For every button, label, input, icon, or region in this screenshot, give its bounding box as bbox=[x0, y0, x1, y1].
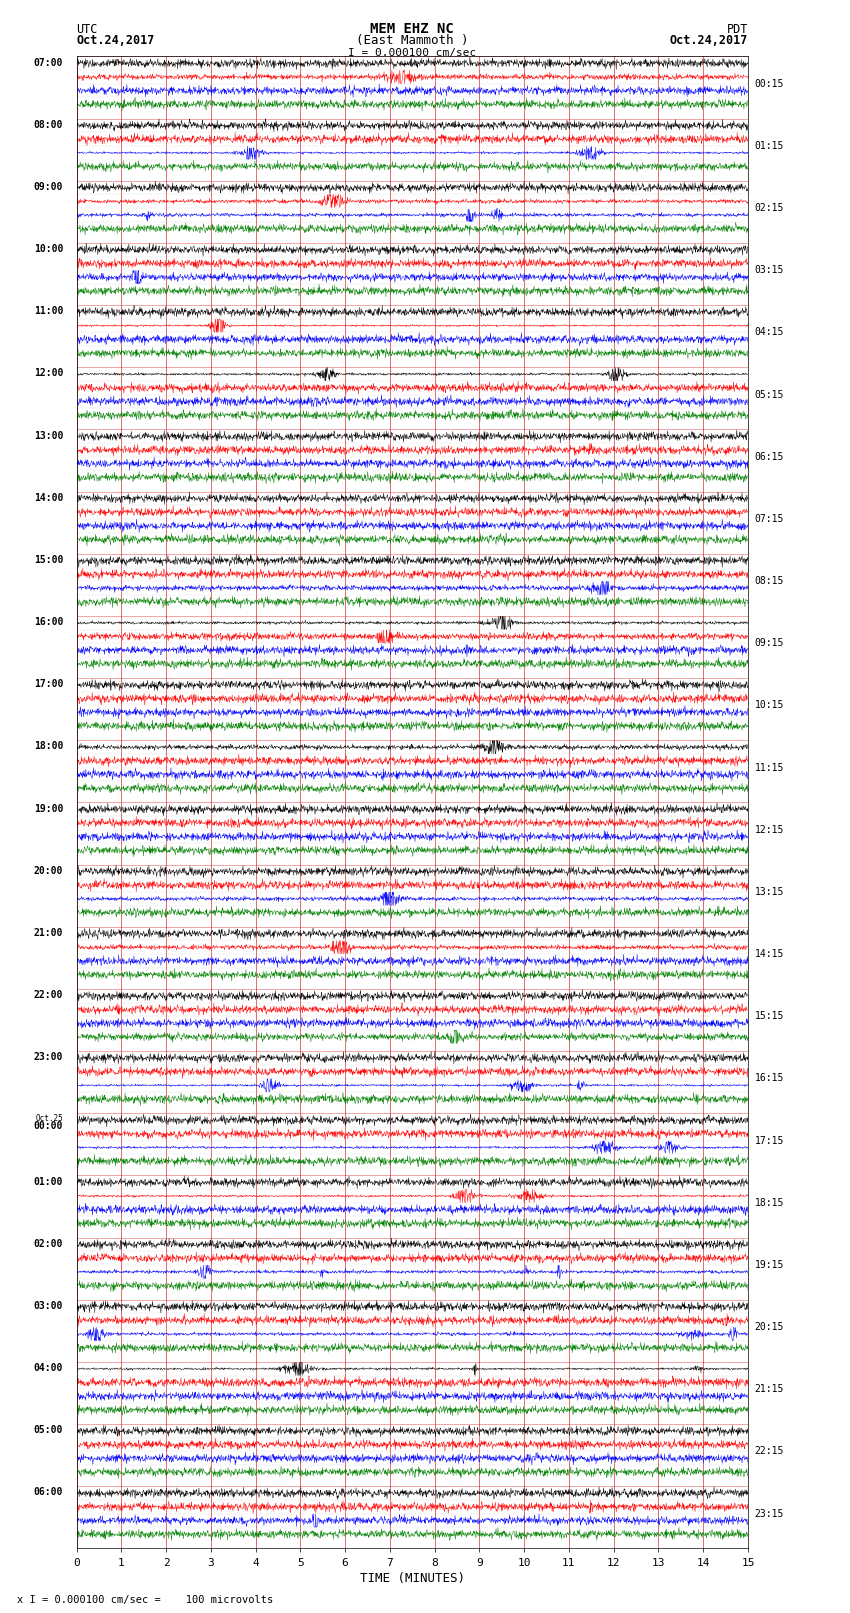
Text: I = 0.000100 cm/sec: I = 0.000100 cm/sec bbox=[348, 48, 476, 58]
Text: 00:00: 00:00 bbox=[34, 1121, 63, 1131]
Text: 21:00: 21:00 bbox=[34, 927, 63, 937]
Text: 09:15: 09:15 bbox=[755, 639, 784, 648]
Text: 11:00: 11:00 bbox=[34, 306, 63, 316]
Text: 17:15: 17:15 bbox=[755, 1136, 784, 1145]
Text: 04:15: 04:15 bbox=[755, 327, 784, 337]
Text: 11:15: 11:15 bbox=[755, 763, 784, 773]
Text: 23:15: 23:15 bbox=[755, 1508, 784, 1518]
Text: UTC: UTC bbox=[76, 23, 98, 37]
Text: PDT: PDT bbox=[727, 23, 748, 37]
Text: 05:15: 05:15 bbox=[755, 390, 784, 400]
Text: 08:00: 08:00 bbox=[34, 119, 63, 129]
Text: Oct.25: Oct.25 bbox=[36, 1115, 63, 1123]
Text: 13:15: 13:15 bbox=[755, 887, 784, 897]
Text: 16:15: 16:15 bbox=[755, 1074, 784, 1084]
Text: 12:00: 12:00 bbox=[34, 368, 63, 379]
X-axis label: TIME (MINUTES): TIME (MINUTES) bbox=[360, 1571, 465, 1584]
Text: 00:15: 00:15 bbox=[755, 79, 784, 89]
Text: x I = 0.000100 cm/sec =    100 microvolts: x I = 0.000100 cm/sec = 100 microvolts bbox=[17, 1595, 273, 1605]
Text: 10:00: 10:00 bbox=[34, 244, 63, 255]
Text: Oct.24,2017: Oct.24,2017 bbox=[76, 34, 155, 47]
Text: 12:15: 12:15 bbox=[755, 824, 784, 836]
Text: 15:15: 15:15 bbox=[755, 1011, 784, 1021]
Text: (East Mammoth ): (East Mammoth ) bbox=[356, 34, 468, 47]
Text: 13:00: 13:00 bbox=[34, 431, 63, 440]
Text: 04:00: 04:00 bbox=[34, 1363, 63, 1373]
Text: 19:00: 19:00 bbox=[34, 803, 63, 813]
Text: 14:00: 14:00 bbox=[34, 492, 63, 503]
Text: 17:00: 17:00 bbox=[34, 679, 63, 689]
Text: MEM EHZ NC: MEM EHZ NC bbox=[371, 23, 454, 37]
Text: Oct.24,2017: Oct.24,2017 bbox=[670, 34, 748, 47]
Text: 07:15: 07:15 bbox=[755, 515, 784, 524]
Text: 01:15: 01:15 bbox=[755, 140, 784, 152]
Text: 23:00: 23:00 bbox=[34, 1052, 63, 1063]
Text: 06:15: 06:15 bbox=[755, 452, 784, 461]
Text: 05:00: 05:00 bbox=[34, 1426, 63, 1436]
Text: 03:15: 03:15 bbox=[755, 265, 784, 276]
Text: 16:00: 16:00 bbox=[34, 618, 63, 627]
Text: 20:00: 20:00 bbox=[34, 866, 63, 876]
Text: 21:15: 21:15 bbox=[755, 1384, 784, 1394]
Text: 10:15: 10:15 bbox=[755, 700, 784, 710]
Text: 09:00: 09:00 bbox=[34, 182, 63, 192]
Text: 19:15: 19:15 bbox=[755, 1260, 784, 1269]
Text: 20:15: 20:15 bbox=[755, 1323, 784, 1332]
Text: 22:15: 22:15 bbox=[755, 1447, 784, 1457]
Text: 08:15: 08:15 bbox=[755, 576, 784, 586]
Text: 22:00: 22:00 bbox=[34, 990, 63, 1000]
Text: 03:00: 03:00 bbox=[34, 1302, 63, 1311]
Text: 18:15: 18:15 bbox=[755, 1198, 784, 1208]
Text: 14:15: 14:15 bbox=[755, 948, 784, 960]
Text: 15:00: 15:00 bbox=[34, 555, 63, 565]
Text: 02:00: 02:00 bbox=[34, 1239, 63, 1248]
Text: 18:00: 18:00 bbox=[34, 742, 63, 752]
Text: 07:00: 07:00 bbox=[34, 58, 63, 68]
Text: 02:15: 02:15 bbox=[755, 203, 784, 213]
Text: 06:00: 06:00 bbox=[34, 1487, 63, 1497]
Text: 01:00: 01:00 bbox=[34, 1176, 63, 1187]
